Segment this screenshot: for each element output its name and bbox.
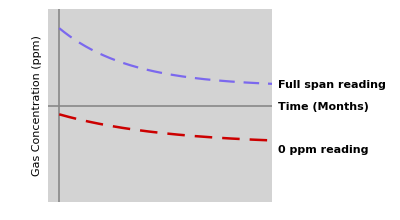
Text: 0 ppm reading: 0 ppm reading [278,145,368,155]
Text: Time (Months): Time (Months) [278,102,369,112]
Y-axis label: Gas Concentration (ppm): Gas Concentration (ppm) [32,35,42,176]
Text: Full span reading: Full span reading [278,80,386,90]
